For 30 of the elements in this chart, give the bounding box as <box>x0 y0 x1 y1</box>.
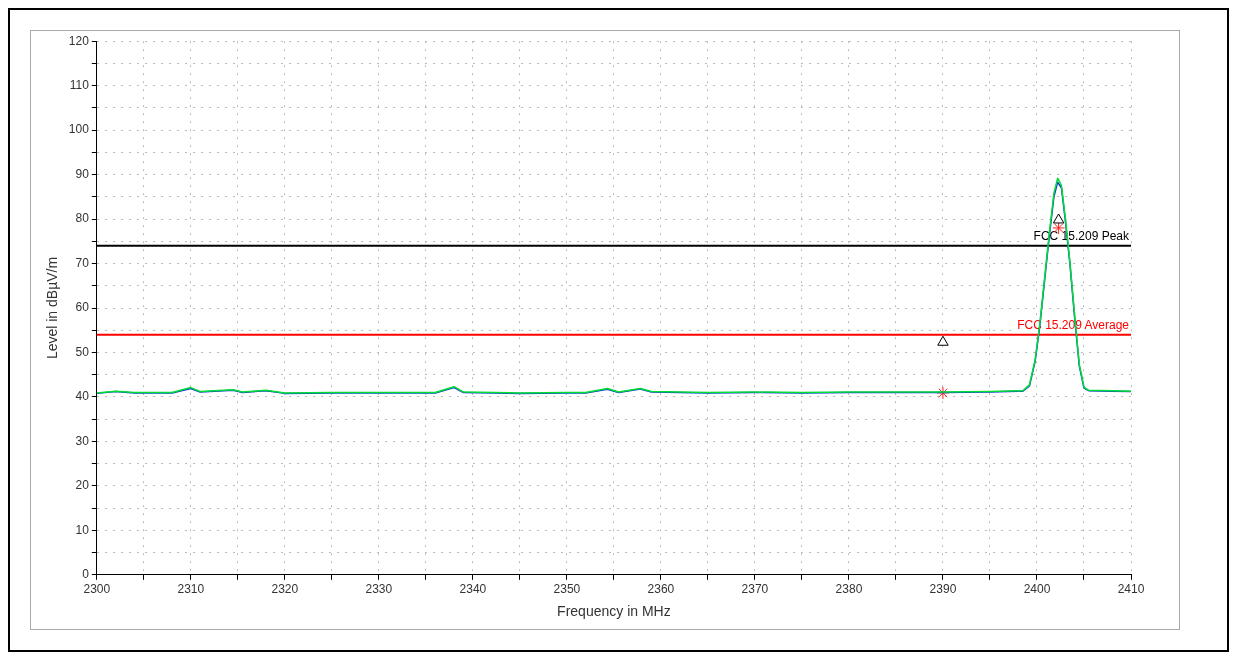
y-tick-label: 90 <box>75 166 90 181</box>
x-tick-label: 2310 <box>177 582 205 597</box>
point <box>1052 213 1065 224</box>
x-tick-label: 2350 <box>553 582 581 597</box>
y-tick-label: 60 <box>75 300 90 315</box>
x-axis-title: Frequency in MHz <box>557 603 671 620</box>
y-tick-label: 50 <box>75 344 90 359</box>
y-tick-label: 20 <box>75 478 90 493</box>
y-tick-label: 70 <box>75 255 90 270</box>
point <box>936 386 950 400</box>
x-tick-label: 2380 <box>835 582 863 597</box>
x-tick-label: 2360 <box>647 582 675 597</box>
y-axis-title: Level in dBµV/m <box>44 256 61 360</box>
y-tick-label: 80 <box>75 211 90 226</box>
x-tick-label: 2390 <box>929 582 957 597</box>
y-tick-label: 110 <box>69 77 90 92</box>
y-tick-label: 100 <box>68 122 90 137</box>
x-tick-label: 2370 <box>741 582 769 597</box>
x-tick-label: 2330 <box>365 582 393 597</box>
point <box>937 335 949 346</box>
x-tick-label: 2320 <box>271 582 299 597</box>
x-tick-label: 2340 <box>459 582 487 597</box>
y-tick-label: 0 <box>82 567 90 582</box>
y-tick-label: 40 <box>75 389 90 404</box>
y-tick-label: 30 <box>75 433 90 448</box>
x-tick-label: 2410 <box>1117 582 1145 597</box>
y-tick-label: 10 <box>75 522 90 537</box>
y-tick-label: 120 <box>68 33 90 48</box>
x-tick-label: 2300 <box>83 582 111 597</box>
x-tick-label: 2400 <box>1023 582 1051 597</box>
